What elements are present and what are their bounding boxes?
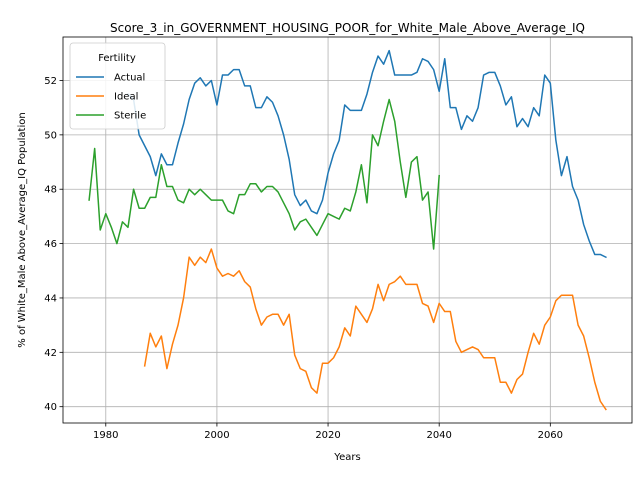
chart-title: Score_3_in_GOVERNMENT_HOUSING_POOR_for_W…	[110, 21, 585, 35]
series-line-sterile	[88, 98, 440, 250]
y-tick-label: 52	[44, 76, 57, 87]
y-tick-label: 40	[44, 402, 57, 413]
x-tick-label: 2000	[204, 430, 229, 441]
legend-label: Actual	[114, 73, 145, 84]
legend-box	[69, 42, 166, 130]
legend-item-ideal: Ideal	[76, 92, 138, 103]
grid	[63, 37, 632, 423]
legend: Fertility Actual Ideal Sterile	[69, 42, 166, 130]
legend-entries: Actual Ideal Sterile	[76, 73, 146, 122]
y-tick-label: 46	[44, 239, 57, 250]
legend-item-sterile: Sterile	[76, 111, 146, 122]
x-tick-label: 2040	[426, 430, 451, 441]
y-axis-label: % of White_Male Above_Average_IQ Populat…	[17, 112, 28, 347]
legend-label: Sterile	[114, 111, 146, 122]
y-tick-label: 50	[44, 130, 57, 141]
y-tick-label: 42	[44, 348, 57, 359]
series-line-actual	[126, 49, 607, 259]
x-tick-label: 1980	[93, 430, 118, 441]
axis-ticks: 1980 2000 2020 2040 2060 40 42 44 46 48 50 52	[44, 76, 563, 441]
x-tick-label: 2060	[538, 430, 563, 441]
series-line-ideal	[143, 248, 607, 411]
x-axis-label: Years	[333, 452, 360, 463]
y-tick-label: 44	[44, 293, 57, 304]
x-tick-label: 2020	[315, 430, 340, 441]
legend-title: Fertility	[98, 53, 136, 64]
plot-frame	[62, 36, 633, 424]
legend-item-actual: Actual	[76, 73, 145, 84]
legend-label: Ideal	[114, 92, 138, 103]
series-lines	[88, 49, 607, 411]
y-tick-label: 48	[44, 185, 57, 196]
